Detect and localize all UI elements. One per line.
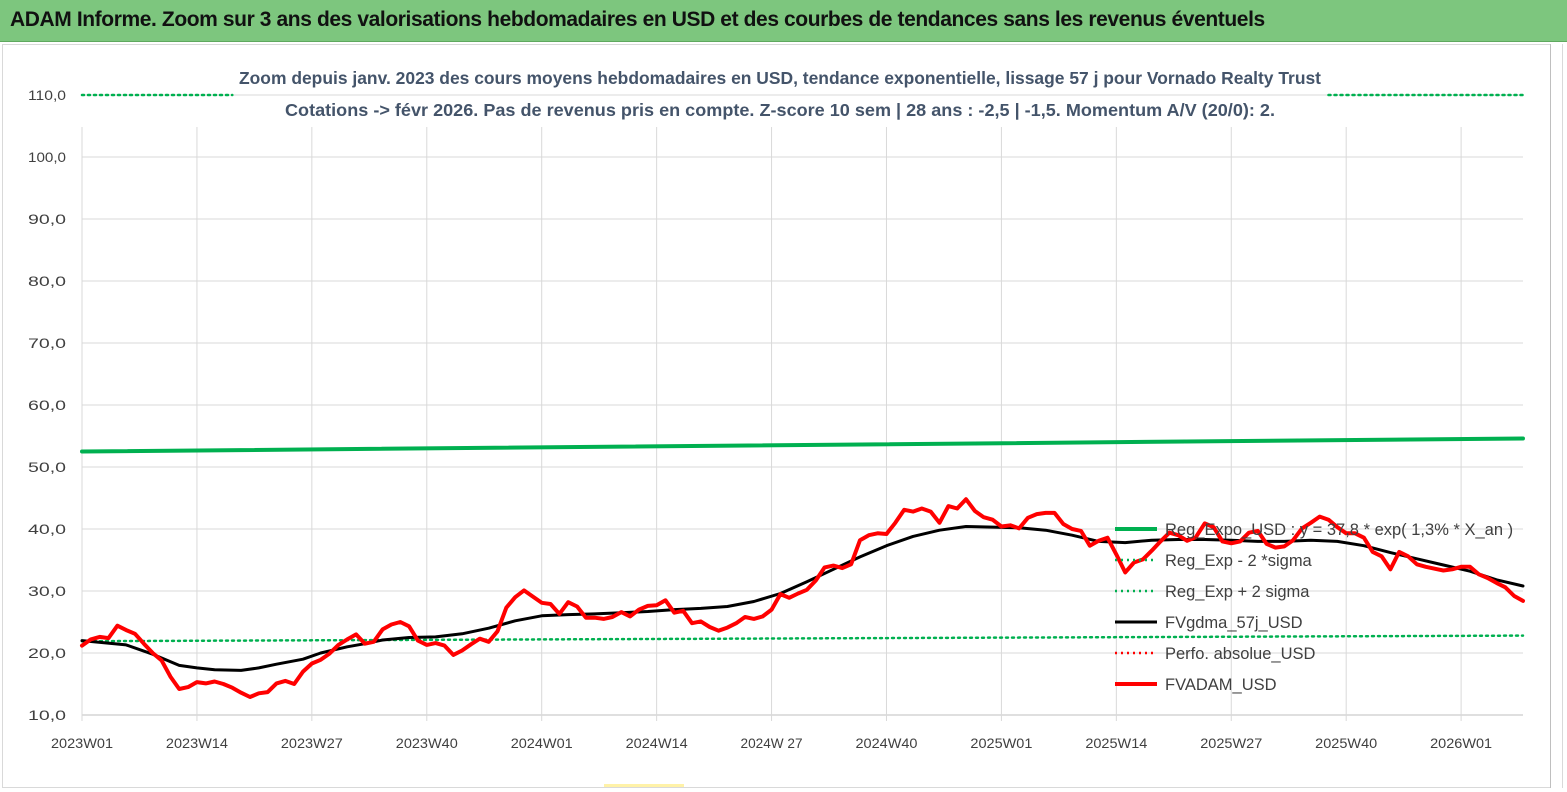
legend-label: FVADAM_USD bbox=[1165, 676, 1277, 694]
y-tick-label: 20,0 bbox=[28, 645, 66, 661]
series-line-1 bbox=[80, 634, 1525, 643]
x-axis-ticks: 2023W01 2023W14 2023W27 2023W40 2024W01 2024W… bbox=[51, 735, 1492, 751]
report-banner: ADAM Informe. Zoom sur 3 ans des valoris… bbox=[0, 0, 1567, 42]
series-line-0 bbox=[80, 436, 1525, 454]
x-tick-label: 2023W27 bbox=[281, 735, 343, 751]
x-tick-label: 2023W01 bbox=[51, 735, 113, 751]
legend-label: FVgdma_57j_USD bbox=[1165, 614, 1303, 632]
grid-lines bbox=[81, 94, 1523, 721]
x-tick-label: 2024W 27 bbox=[741, 735, 803, 751]
x-tick-label: 2024W40 bbox=[855, 735, 917, 751]
y-tick-label: 80,0 bbox=[28, 273, 66, 289]
x-tick-label: 2025W01 bbox=[970, 735, 1032, 751]
legend-label: Reg_Exp + 2 sigma bbox=[1165, 583, 1310, 601]
y-tick-label: 40,0 bbox=[28, 521, 66, 537]
x-tick-label: 2024W01 bbox=[511, 735, 573, 751]
y-tick-label: 110,0 bbox=[28, 87, 66, 103]
y-axis-ticks: 10,0 20,0 30,0 40,0 50,0 60,0 70,0 80,0 90,0 100,… bbox=[28, 87, 66, 723]
chart-frame bbox=[2, 44, 1563, 788]
series-line-5 bbox=[80, 497, 1525, 699]
x-tick-label: 2024W14 bbox=[626, 735, 688, 751]
selection-marker bbox=[604, 784, 684, 787]
x-tick-label: 2025W40 bbox=[1315, 735, 1377, 751]
legend-label: Perfo. absolue_USD bbox=[1165, 645, 1316, 663]
series-group bbox=[80, 93, 1525, 699]
report-title: ADAM Informe. Zoom sur 3 ans des valoris… bbox=[10, 8, 1265, 31]
legend-label: Reg_Exp - 2 *sigma bbox=[1165, 552, 1313, 570]
chart-title: Zoom depuis janv. 2023 des cours moyens … bbox=[239, 68, 1321, 88]
x-tick-label: 2023W40 bbox=[396, 735, 458, 751]
y-tick-label: 30,0 bbox=[28, 583, 66, 599]
y-tick-label: 70,0 bbox=[28, 335, 66, 351]
x-tick-label: 2025W27 bbox=[1200, 735, 1262, 751]
legend-label: Reg_Expo_USD : y = 37,8 * exp( 1,3% * X_… bbox=[1165, 521, 1513, 539]
y-tick-label: 100,0 bbox=[28, 149, 66, 165]
y-tick-label: 60,0 bbox=[28, 397, 66, 413]
x-tick-label: 2023W14 bbox=[166, 735, 228, 751]
x-tick-label: 2026W01 bbox=[1430, 735, 1492, 751]
vertical-scrollbar[interactable] bbox=[1550, 44, 1562, 788]
y-tick-label: 50,0 bbox=[28, 459, 66, 475]
y-tick-label: 10,0 bbox=[28, 707, 66, 723]
x-tick-label: 2025W14 bbox=[1085, 735, 1147, 751]
chart-legend: Reg_Expo_USD : y = 37,8 * exp( 1,3% * X_… bbox=[1115, 521, 1513, 694]
chart-subtitle: Cotations -> févr 2026. Pas de revenus p… bbox=[285, 100, 1275, 120]
y-tick-label: 90,0 bbox=[28, 211, 66, 227]
